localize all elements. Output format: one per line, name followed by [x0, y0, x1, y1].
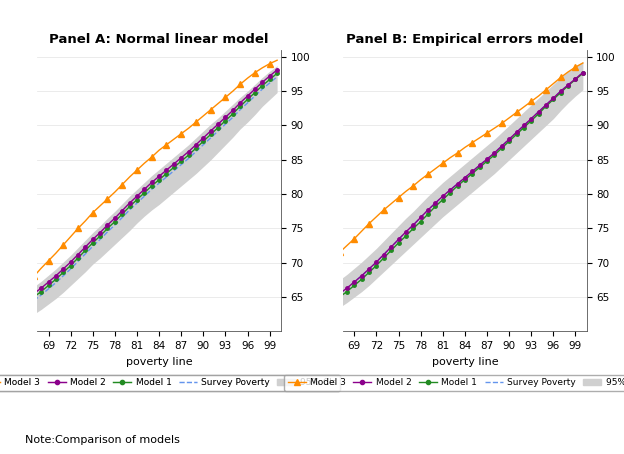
X-axis label: poverty line: poverty line: [432, 357, 498, 367]
Title: Panel A: Normal linear model: Panel A: Normal linear model: [49, 33, 269, 46]
Legend: Model 3, Model 2, Model 1, Survey Poverty, 95% CIs: Model 3, Model 2, Model 1, Survey Povert…: [0, 375, 340, 391]
Legend: Model 3, Model 2, Model 1, Survey Poverty, 95% CIs: Model 3, Model 2, Model 1, Survey Povert…: [284, 375, 624, 391]
Text: Note:Comparison of models: Note:Comparison of models: [25, 435, 180, 445]
X-axis label: poverty line: poverty line: [126, 357, 192, 367]
Title: Panel B: Empirical errors model: Panel B: Empirical errors model: [346, 33, 583, 46]
